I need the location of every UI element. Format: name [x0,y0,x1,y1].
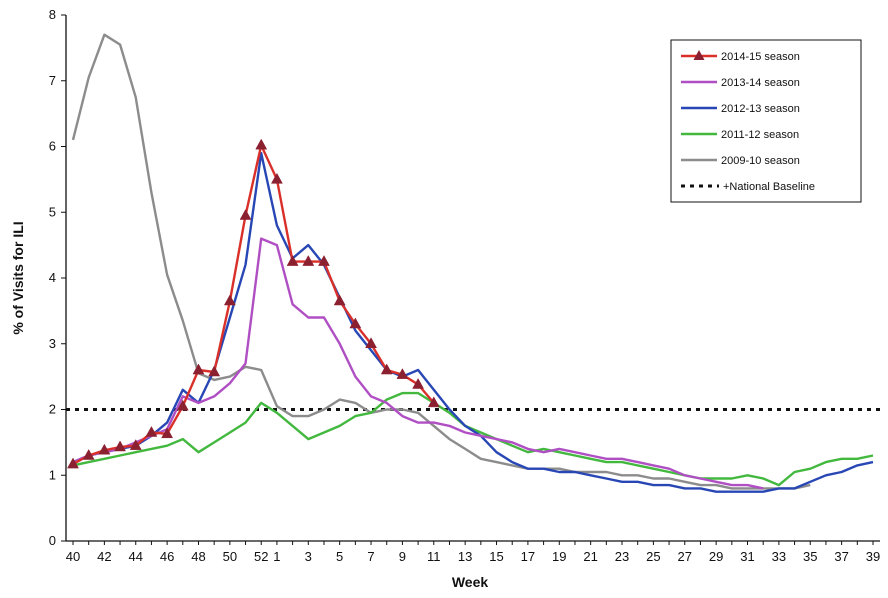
x-tick-label: 15 [489,549,503,564]
x-tick-label: 5 [336,549,343,564]
x-tick-label: 37 [834,549,848,564]
x-tick-label: 7 [367,549,374,564]
y-axis-title: % of Visits for ILI [10,221,26,334]
x-tick-label: 13 [458,549,472,564]
x-tick-label: 42 [97,549,111,564]
series-point [145,425,158,437]
x-tick-label: 40 [66,549,80,564]
x-tick-label: 1 [273,549,280,564]
x-tick-label: 44 [129,549,143,564]
series-line-2 [72,151,874,493]
series-point [192,363,205,375]
x-ticks: 40 42 44 46 48 50 52 1 3 5 7 9 11 13 15 17 19 21 23 25 27 29 3… [66,541,880,564]
series-point [286,255,299,266]
y-tick-label: 4 [49,270,56,285]
legend-label: 2011-12 season [721,129,799,141]
x-tick-label: 31 [740,549,754,564]
series-line-3 [72,391,874,487]
x-tick-label: 35 [803,549,817,564]
x-tick-label: 29 [709,549,723,564]
y-tick-label: 0 [49,533,56,548]
y-tick-label: 8 [49,7,56,22]
x-axis-title: Week [452,574,489,590]
series-line-4 [71,33,811,490]
legend-label: 2012-13 season [721,103,800,115]
legend-marker [693,50,705,60]
y-tick-label: 5 [49,204,56,219]
x-tick-label: 19 [552,549,566,564]
x-tick-label: 21 [583,549,597,564]
series-point [82,449,95,460]
series-point [255,138,268,150]
legend: 2014-15 season 2013-14 season 2012-13 seas… [670,39,862,203]
series-point [302,255,315,266]
series-point [176,399,189,411]
series-point [67,457,79,469]
x-tick-label: 23 [615,549,629,564]
series-line-1 [72,237,764,490]
x-tick-label: 3 [305,549,312,564]
y-ticks: 0 1 2 3 4 5 6 7 8 [49,7,66,548]
series-group [67,33,874,493]
y-tick-label: 7 [49,73,56,88]
series-point [318,255,330,266]
x-tick-label: 33 [772,549,786,564]
legend-label: 2009-10 season [721,155,800,167]
x-tick-label: 50 [223,549,237,564]
legend-label: 2013-14 season [721,77,800,89]
x-tick-label: 46 [160,549,174,564]
series-point [380,363,393,375]
x-tick-label: 9 [399,549,406,564]
series-point [239,209,252,220]
series-point [365,337,377,348]
series-point [98,443,111,455]
series-point [270,172,283,184]
series-point [129,439,142,450]
series-point [396,368,409,379]
legend-label: +National Baseline [723,181,815,193]
x-tick-label: 39 [866,549,880,564]
y-tick-label: 3 [49,336,56,351]
series-point [223,294,236,306]
series-point [427,396,440,408]
y-tick-label: 2 [49,402,56,417]
x-tick-label: 27 [678,549,692,564]
series-point [208,365,221,377]
y-tick-label: 1 [49,467,56,482]
x-tick-label: 11 [427,549,441,564]
x-tick-label: 17 [521,549,535,564]
x-tick-label: 48 [191,549,205,564]
series-point [161,427,174,439]
x-tick-label: 25 [646,549,660,564]
legend-box [670,39,862,203]
series-point [412,377,425,389]
series-point [333,294,346,306]
series-point [349,317,362,329]
legend-label: 2014-15 season [721,51,800,63]
series-point [114,440,126,452]
y-tick-label: 6 [49,139,56,154]
x-tick-label: 52 [254,549,268,564]
